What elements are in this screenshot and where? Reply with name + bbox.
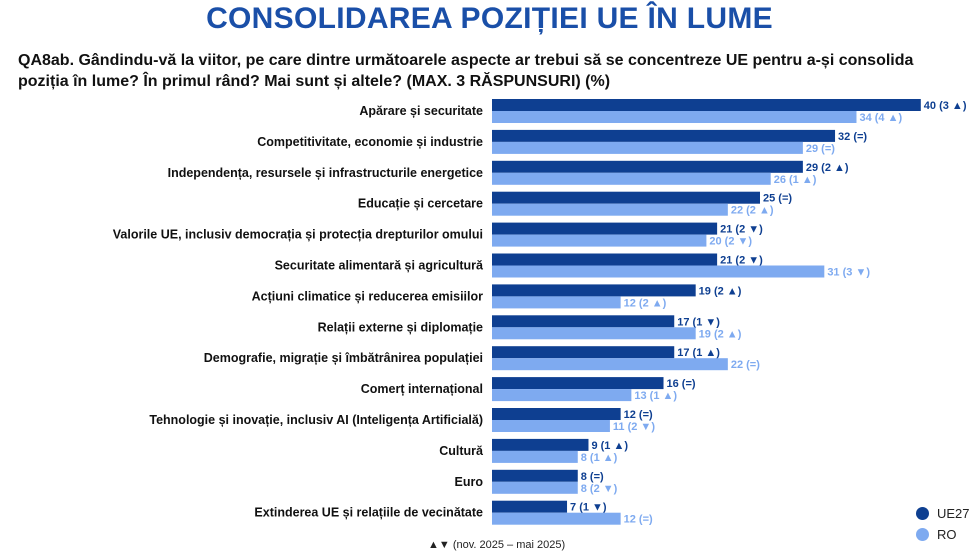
bar-ue27 (492, 191, 760, 204)
data-label-ue27: 12 (=) (624, 409, 653, 421)
category-label: Valorile UE, inclusiv democrația și prot… (113, 228, 483, 242)
data-label-ue27: 16 (=) (667, 378, 696, 390)
data-label-ro: 19 (2 ▲) (699, 328, 742, 340)
bar-group: Valorile UE, inclusiv democrația și prot… (113, 222, 763, 248)
bar-ro (492, 296, 621, 309)
bar-group: Comerț internațional 16 (=)13 (1 ▲) (361, 377, 696, 402)
data-label-ro: 22 (2 ▲) (731, 205, 774, 217)
legend-ue27: UE27 (916, 506, 970, 521)
page-title: CONSOLIDAREA POZIȚIEI UE ÎN LUME (206, 2, 773, 35)
data-label-ue27: 21 (2 ▼) (720, 224, 763, 236)
legend-swatch (916, 528, 929, 541)
bar-ro (492, 450, 578, 463)
bar-ue27 (492, 408, 621, 420)
data-label-ro: 34 (4 ▲) (859, 112, 902, 124)
category-label: Demografie, migrație și îmbătrânirea pop… (204, 351, 483, 365)
data-label-ue27: 19 (2 ▲) (699, 285, 742, 297)
data-label-ro: 12 (2 ▲) (624, 297, 667, 309)
bar-group: Cultură 9 (1 ▲)8 (1 ▲) (439, 438, 628, 464)
bar-ue27 (492, 500, 568, 513)
bar-group: Acțiuni climatice și reducerea emisiilor… (252, 284, 742, 309)
bar-group: Relații externe și diplomație 17 (1 ▼)19 … (318, 315, 742, 340)
bar-group: Demografie, migrație și îmbătrânirea pop… (204, 346, 760, 371)
bar-ro (492, 141, 803, 154)
data-label-ue27: 8 (=) (581, 471, 604, 483)
bar-ro (492, 111, 857, 123)
category-label: Extinderea UE și relațiile de vecinătate (254, 506, 483, 520)
data-label-ue27: 32 (=) (838, 131, 867, 143)
bar-ro (492, 234, 707, 247)
category-label: Independența, resursele și infrastructur… (168, 166, 483, 180)
bar-group: Extinderea UE și relațiile de vecinătate… (254, 500, 653, 526)
bar-ue27 (492, 99, 921, 111)
data-label-ro: 31 (3 ▼) (827, 267, 870, 279)
bar-ro (492, 389, 632, 402)
data-label-ro: 12 (=) (624, 514, 653, 526)
category-label: Acțiuni climatice și reducerea emisiilor (252, 289, 483, 303)
bar-ro (492, 203, 728, 216)
bar-group: Educație și cercetare 25 (=)22 (2 ▲) (358, 191, 792, 217)
bar-ue27 (492, 469, 578, 482)
legend-label: RO (937, 527, 957, 542)
data-label-ue27: 40 (3 ▲) (924, 100, 967, 112)
bar-ue27 (492, 377, 664, 390)
data-label-ue27: 9 (1 ▲) (591, 440, 628, 452)
bar-ro (492, 327, 696, 340)
bar-ue27 (492, 315, 675, 328)
bar-group: Euro 8 (=)8 (2 ▼) (455, 469, 618, 495)
category-label: Tehnologie și inovație, inclusiv AI (Int… (149, 413, 483, 427)
data-label-ue27: 29 (2 ▲) (806, 162, 849, 174)
bar-group: Competitivitate, economie și industrie 32… (257, 129, 867, 155)
legend-label: UE27 (937, 506, 970, 521)
bar-ro (492, 420, 610, 432)
data-label-ro: 26 (1 ▲) (774, 174, 817, 186)
data-label-ue27: 17 (1 ▲) (677, 347, 720, 359)
bar-ue27 (492, 438, 589, 451)
bar-ro (492, 358, 728, 371)
bar-ro (492, 172, 771, 185)
data-label-ue27: 7 (1 ▼) (570, 502, 607, 514)
data-label-ro: 13 (1 ▲) (634, 390, 677, 402)
data-label-ue27: 25 (=) (763, 193, 792, 205)
data-label-ro: 29 (=) (806, 143, 835, 155)
data-label-ro: 22 (=) (731, 359, 760, 371)
data-label-ro: 20 (2 ▼) (709, 236, 752, 248)
category-label: Educație și cercetare (358, 197, 483, 211)
bar-ue27 (492, 253, 718, 266)
legend-swatch (916, 507, 929, 520)
data-label-ro: 8 (1 ▲) (581, 452, 618, 464)
comparison-note: ▲▼ (nov. 2025 – mai 2025) (428, 539, 566, 551)
bar-ro (492, 481, 578, 494)
bar-group: Apărare și securitate 40 (3 ▲) 34 (4 ▲) (359, 99, 967, 124)
bar-ue27 (492, 129, 836, 142)
bar-group: Independența, resursele și infrastructur… (168, 160, 849, 186)
bar-ue27 (492, 222, 718, 235)
category-label: Euro (455, 475, 484, 489)
bar-ro (492, 512, 621, 525)
category-label: Competitivitate, economie și industrie (257, 135, 483, 149)
data-label-ro: 8 (2 ▼) (581, 483, 618, 495)
legend-ro: RO (916, 527, 957, 542)
bar-group: Securitate alimentară și agricultură 21 (… (275, 253, 870, 279)
bar-ro (492, 265, 825, 278)
data-label-ue27: 17 (1 ▼) (677, 316, 720, 328)
data-label-ro: 11 (2 ▼) (613, 421, 655, 433)
bar-ue27 (492, 284, 696, 297)
category-label: Securitate alimentară și agricultură (275, 259, 484, 273)
data-label-ue27: 21 (2 ▼) (720, 255, 763, 267)
category-label: Relații externe și diplomație (318, 320, 483, 334)
category-label: Apărare și securitate (359, 104, 483, 118)
bar-ue27 (492, 346, 675, 359)
category-label: Cultură (439, 444, 484, 458)
question-text: QA8ab. Gândindu-vă la viitor, pe care di… (18, 52, 914, 90)
bar-ue27 (492, 160, 803, 173)
bar-group: Tehnologie și inovație, inclusiv AI (Int… (149, 408, 655, 433)
category-label: Comerț internațional (361, 382, 483, 396)
